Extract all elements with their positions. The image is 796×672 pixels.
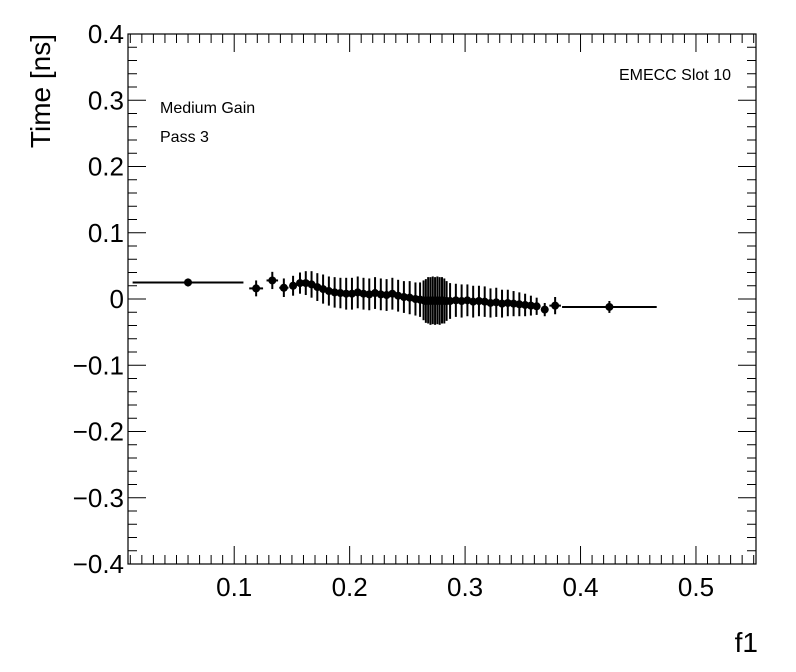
point-marker (474, 296, 483, 305)
y-tick-label: 0 (110, 284, 124, 314)
data-point (301, 271, 310, 296)
point-marker (532, 302, 541, 311)
x-tick-label: 0.1 (216, 572, 252, 602)
point-marker (342, 289, 351, 298)
point-marker (330, 288, 339, 297)
y-tick-label: 0.3 (88, 85, 124, 115)
point-marker (451, 296, 460, 305)
data-point (549, 297, 561, 315)
point-marker (503, 298, 512, 307)
data-point (486, 288, 495, 318)
y-tick-label: 0.1 (88, 218, 124, 248)
x-tick-label: 0.3 (447, 572, 483, 602)
data-point (132, 278, 244, 287)
y-tick-label: 0.4 (88, 19, 124, 49)
data-point (521, 293, 530, 317)
data-point (474, 285, 483, 317)
point-marker (540, 305, 549, 314)
data-point (526, 295, 535, 316)
y-tick-label: 0.2 (88, 152, 124, 182)
point-marker (498, 299, 507, 308)
data-point (446, 283, 455, 319)
x-axis-title: f1 (735, 627, 758, 658)
data-point (330, 277, 339, 308)
data-point (457, 284, 466, 318)
point-marker (399, 293, 408, 302)
data-point (498, 289, 507, 318)
data-point (359, 277, 368, 310)
point-marker (279, 283, 288, 292)
data-point (509, 291, 518, 317)
pass-label: Pass 3 (160, 129, 209, 146)
point-marker (526, 301, 535, 310)
data-point (503, 289, 512, 317)
slot-label: EMECC Slot 10 (619, 67, 731, 84)
y-tick-label: −0.4 (73, 549, 124, 579)
data-point (394, 279, 403, 312)
gain-label: Medium Gain (160, 100, 255, 117)
point-marker (486, 298, 495, 307)
data-points (132, 271, 657, 325)
point-marker (184, 278, 193, 287)
point-marker (296, 279, 305, 288)
data-point (451, 283, 460, 317)
y-axis-title: Time [ns] (25, 34, 56, 148)
point-marker (336, 289, 345, 298)
point-marker (521, 300, 530, 309)
data-point (562, 300, 657, 313)
point-marker (376, 290, 385, 299)
data-point (279, 278, 289, 298)
data-point (336, 277, 345, 309)
y-tick-label: −0.2 (73, 417, 124, 447)
point-marker (359, 289, 368, 298)
x-tick-label: 0.4 (562, 572, 598, 602)
point-marker (457, 296, 466, 305)
data-point (469, 285, 478, 318)
point-marker (509, 299, 518, 308)
point-marker (551, 301, 560, 310)
point-marker (268, 276, 277, 285)
point-marker (446, 296, 455, 305)
data-point (532, 297, 541, 315)
point-marker (515, 300, 524, 309)
data-point (515, 292, 524, 317)
point-marker (289, 281, 298, 290)
data-point (480, 286, 489, 317)
axis-ticks: 0.1 0.2 0.3 0.4 0.5 0.4 0.3 0.2 0.1 0 −0.1 −0.2 −0.3… (73, 19, 756, 602)
data-point (289, 275, 298, 296)
data-point (540, 302, 549, 317)
data-point (399, 281, 408, 313)
data-point (376, 278, 385, 311)
point-marker (469, 297, 478, 306)
y-tick-label: −0.3 (73, 483, 124, 513)
x-tick-label: 0.5 (678, 572, 714, 602)
point-marker (252, 284, 261, 293)
point-marker (605, 302, 614, 311)
y-tick-label: −0.1 (73, 350, 124, 380)
data-point (266, 271, 279, 290)
data-point (342, 277, 351, 310)
x-tick-label: 0.2 (332, 572, 368, 602)
data-point (249, 280, 264, 297)
